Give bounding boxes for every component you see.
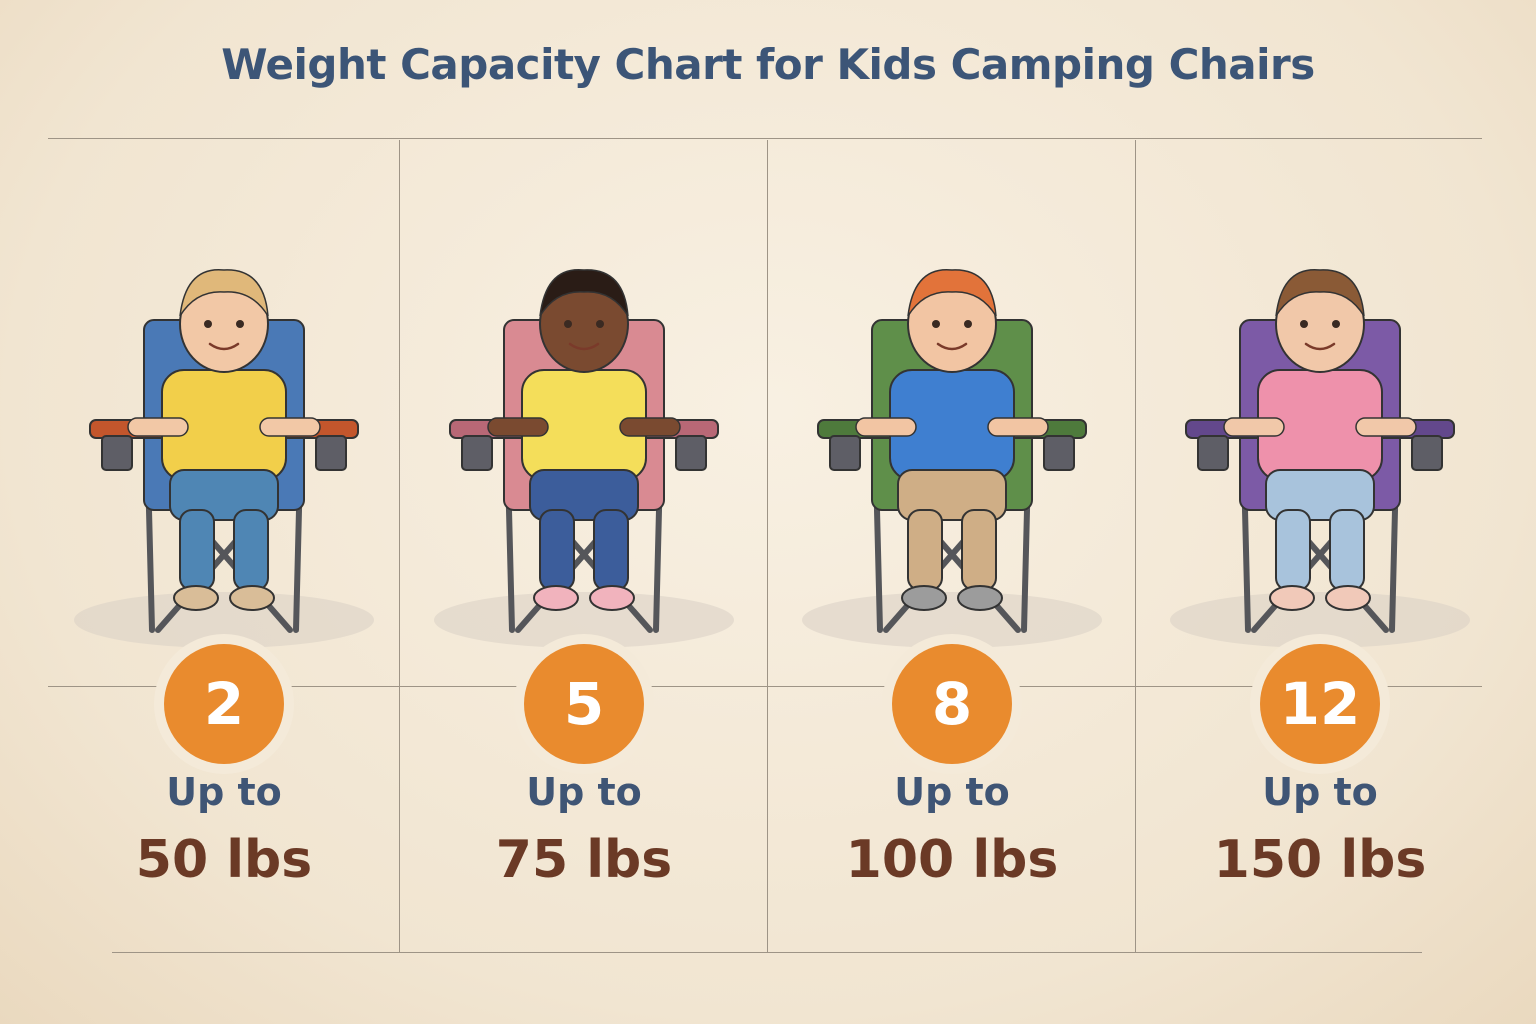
- upto-label: Up to: [166, 770, 282, 814]
- upto-label: Up to: [1262, 770, 1378, 814]
- column-divider: [1135, 140, 1136, 952]
- capacity-value: 150 lbs: [1213, 830, 1427, 890]
- age-badge: 5: [524, 644, 644, 764]
- child-in-chair-illustration: [434, 269, 734, 648]
- age-column-2: 5 Up to 75 lbs: [400, 140, 768, 952]
- age-column-1: 2 Up to 50 lbs: [40, 140, 408, 952]
- age-column-3: 8 Up to 100 lbs: [768, 140, 1136, 952]
- age-badge: 12: [1260, 644, 1380, 764]
- column-divider: [767, 140, 768, 952]
- bottom-rule: [112, 952, 1422, 953]
- capacity-value: 75 lbs: [495, 830, 673, 890]
- age-badge: 8: [892, 644, 1012, 764]
- child-in-chair-illustration: [802, 269, 1102, 648]
- middle-rule: [48, 686, 1482, 687]
- upto-label: Up to: [526, 770, 642, 814]
- upto-label: Up to: [894, 770, 1010, 814]
- capacity-value: 100 lbs: [845, 830, 1059, 890]
- column-divider: [399, 140, 400, 952]
- age-column-4: 12 Up to 150 lbs: [1136, 140, 1504, 952]
- child-in-chair-illustration: [1170, 269, 1470, 648]
- capacity-value: 50 lbs: [135, 830, 313, 890]
- child-in-chair-illustration: [74, 269, 374, 648]
- top-rule: [48, 138, 1482, 139]
- age-badge: 2: [164, 644, 284, 764]
- page-title: Weight Capacity Chart for Kids Camping C…: [221, 40, 1315, 89]
